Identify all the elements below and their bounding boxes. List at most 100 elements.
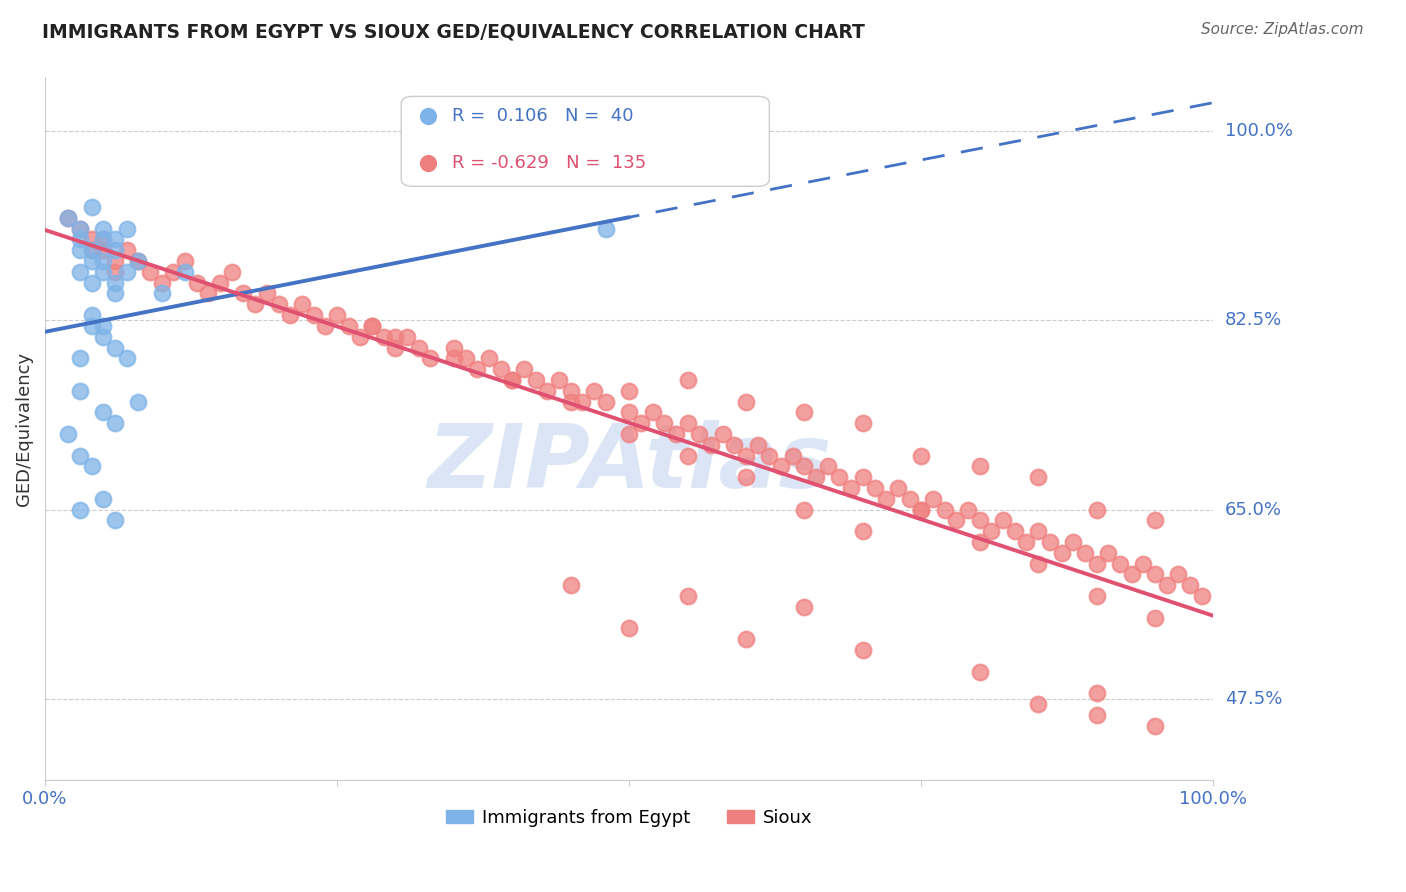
Point xyxy=(384,341,406,355)
Text: ZIPAtlas: ZIPAtlas xyxy=(427,420,831,508)
Point xyxy=(782,449,804,463)
Point xyxy=(1026,697,1049,711)
Point xyxy=(536,384,558,398)
Point xyxy=(758,449,780,463)
Point xyxy=(852,643,875,657)
Point xyxy=(91,244,114,258)
Point xyxy=(104,265,127,279)
Point xyxy=(922,491,945,506)
Point xyxy=(443,341,465,355)
Point xyxy=(1132,557,1154,571)
Point xyxy=(337,318,360,333)
Point xyxy=(852,470,875,484)
Point xyxy=(700,438,723,452)
Point xyxy=(991,513,1014,527)
Point xyxy=(676,373,699,387)
Point xyxy=(418,256,440,270)
Point xyxy=(770,459,793,474)
Point xyxy=(361,318,384,333)
Point xyxy=(115,244,138,258)
Point xyxy=(1109,557,1132,571)
Point xyxy=(1085,557,1108,571)
Point xyxy=(875,491,897,506)
Point xyxy=(1085,502,1108,516)
Point xyxy=(676,416,699,430)
Point xyxy=(969,513,991,527)
Point xyxy=(256,286,278,301)
Point xyxy=(1004,524,1026,538)
Point xyxy=(454,351,477,366)
Point xyxy=(945,513,967,527)
Point xyxy=(115,221,138,235)
Point xyxy=(1085,707,1108,722)
Point xyxy=(91,232,114,246)
Point xyxy=(314,318,336,333)
Point xyxy=(69,232,91,246)
Text: Source: ZipAtlas.com: Source: ZipAtlas.com xyxy=(1201,22,1364,37)
Point xyxy=(478,351,501,366)
Point xyxy=(56,426,79,441)
Point xyxy=(595,394,617,409)
Text: 100.0%: 100.0% xyxy=(1225,122,1292,140)
Point xyxy=(817,459,839,474)
Point xyxy=(630,416,652,430)
Point xyxy=(957,502,980,516)
Point xyxy=(583,384,606,398)
Point xyxy=(104,416,127,430)
Point xyxy=(571,394,593,409)
Point xyxy=(793,459,815,474)
Point xyxy=(104,513,127,527)
Point xyxy=(104,244,127,258)
Point xyxy=(887,481,910,495)
Point xyxy=(104,341,127,355)
Point xyxy=(80,459,103,474)
Point xyxy=(69,265,91,279)
Point xyxy=(162,265,184,279)
Point xyxy=(595,221,617,235)
Point xyxy=(91,405,114,419)
Point xyxy=(723,438,745,452)
Point xyxy=(617,621,640,635)
Point xyxy=(115,351,138,366)
Point xyxy=(127,254,149,268)
Point xyxy=(361,318,384,333)
Point xyxy=(676,449,699,463)
Point xyxy=(934,502,956,516)
Point xyxy=(1144,567,1167,582)
Point xyxy=(793,502,815,516)
Point xyxy=(174,254,197,268)
Point xyxy=(56,211,79,225)
Y-axis label: GED/Equivalency: GED/Equivalency xyxy=(15,351,32,506)
Point xyxy=(80,308,103,322)
Point xyxy=(80,232,103,246)
Point xyxy=(910,502,932,516)
Point xyxy=(1097,546,1119,560)
Point xyxy=(396,329,419,343)
Point xyxy=(465,362,488,376)
Point xyxy=(69,351,91,366)
Point xyxy=(69,221,91,235)
Point xyxy=(747,438,769,452)
Point xyxy=(617,405,640,419)
Point xyxy=(676,589,699,603)
Point xyxy=(80,244,103,258)
Point xyxy=(91,254,114,268)
Point xyxy=(852,524,875,538)
Point xyxy=(384,329,406,343)
Point xyxy=(793,599,815,614)
FancyBboxPatch shape xyxy=(401,96,769,186)
Point xyxy=(104,286,127,301)
Point xyxy=(560,578,582,592)
Point xyxy=(174,265,197,279)
Point xyxy=(1144,610,1167,624)
Point xyxy=(793,405,815,419)
Point xyxy=(91,318,114,333)
Text: 82.5%: 82.5% xyxy=(1225,311,1282,329)
Point xyxy=(91,265,114,279)
Point xyxy=(115,265,138,279)
Point xyxy=(150,276,173,290)
Point xyxy=(1026,524,1049,538)
Point xyxy=(1156,578,1178,592)
Point xyxy=(735,394,758,409)
Point xyxy=(969,665,991,679)
